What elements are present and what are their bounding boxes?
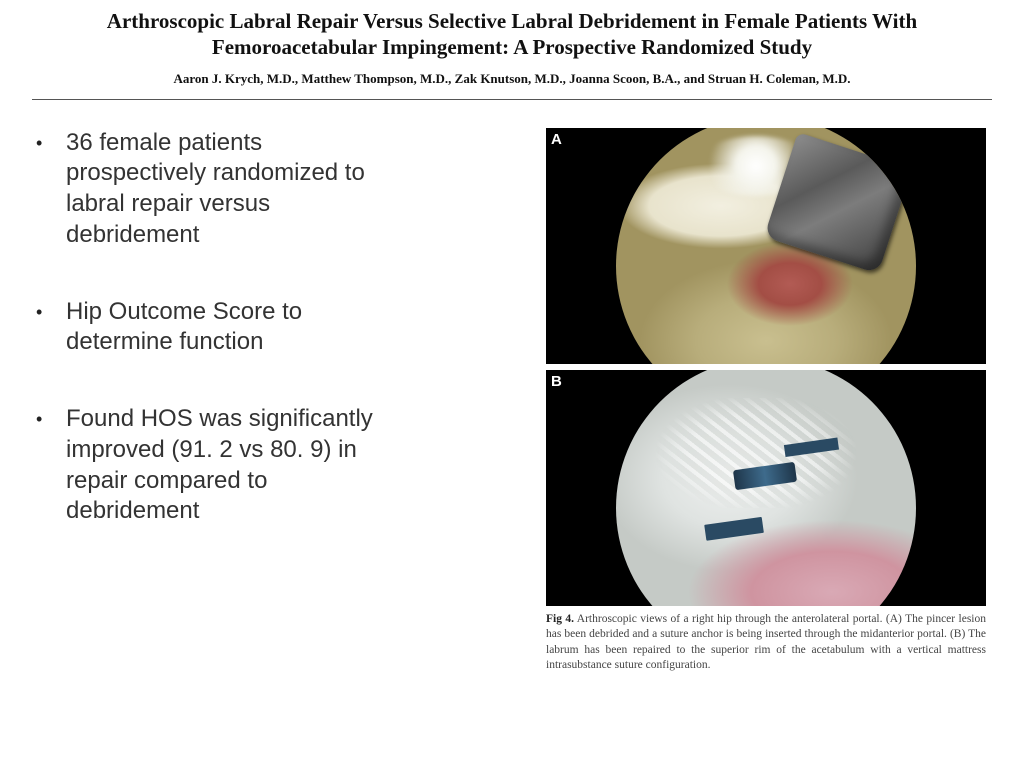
bullet-text: 36 female patients prospectively randomi… <box>66 129 365 248</box>
caption-lead: Fig 4. <box>546 613 574 625</box>
figure-caption: Fig 4. Arthroscopic views of a right hip… <box>546 612 986 674</box>
content-row: 36 female patients prospectively randomi… <box>0 100 1024 674</box>
arthroscopic-view-b-icon <box>616 370 916 606</box>
figure-box: A B Fig 4. Arthroscopic views of a right… <box>546 128 986 674</box>
paper-title: Arthroscopic Labral Repair Versus Select… <box>80 8 944 61</box>
bullet-text: Found HOS was significantly improved (91… <box>66 405 373 524</box>
arthroscopic-view-a-icon <box>616 128 916 364</box>
paper-header: Arthroscopic Labral Repair Versus Select… <box>0 0 1024 99</box>
list-item: Hip Outcome Score to determine function <box>36 297 390 358</box>
paper-authors: Aaron J. Krych, M.D., Matthew Thompson, … <box>80 71 944 87</box>
caption-body: Arthroscopic views of a right hip throug… <box>546 613 986 672</box>
panel-b-label: B <box>551 373 562 390</box>
list-item: Found HOS was significantly improved (91… <box>36 404 390 527</box>
figure-panel-a: A <box>546 128 986 364</box>
figure-column: A B Fig 4. Arthroscopic views of a right… <box>420 128 994 674</box>
figure-panel-b: B <box>546 370 986 606</box>
bullet-text: Hip Outcome Score to determine function <box>66 298 302 356</box>
bullet-list: 36 female patients prospectively randomi… <box>30 128 390 674</box>
panel-a-label: A <box>551 131 562 148</box>
list-item: 36 female patients prospectively randomi… <box>36 128 390 251</box>
